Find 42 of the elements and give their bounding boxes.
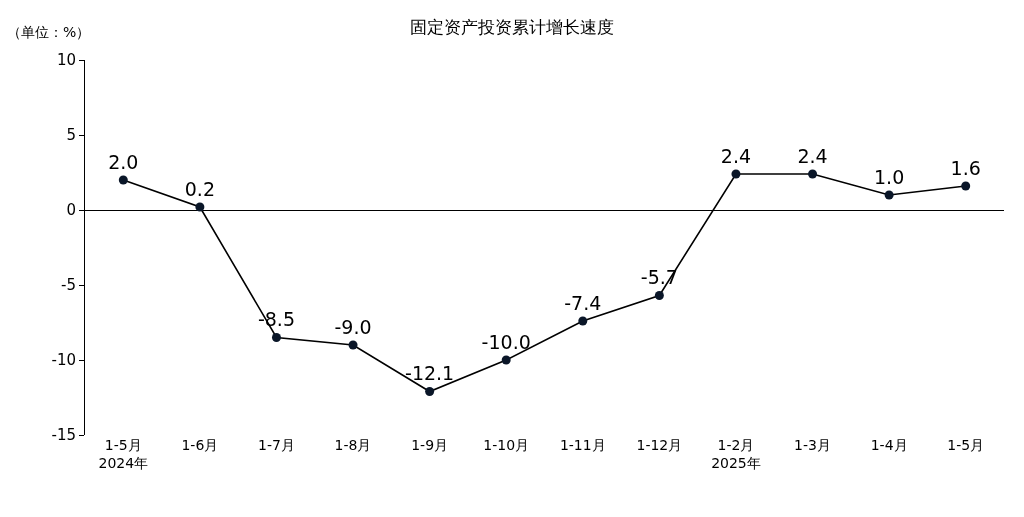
point bbox=[195, 202, 205, 212]
x-tick-label: 1-4月 bbox=[870, 437, 908, 453]
y-tick-label: 0 bbox=[66, 201, 76, 220]
x-tick-label: 1-6月 bbox=[181, 437, 219, 453]
chart-title: 固定资产投资累计增长速度 bbox=[410, 16, 614, 37]
point bbox=[961, 181, 971, 191]
data-label: 2.0 bbox=[108, 150, 139, 173]
x-tick-label: 1-10月 bbox=[483, 437, 530, 453]
point bbox=[425, 387, 435, 396]
point bbox=[118, 175, 128, 185]
point bbox=[578, 316, 588, 326]
point bbox=[348, 340, 358, 350]
point bbox=[271, 333, 281, 342]
y-axis-title: （单位：%） bbox=[7, 24, 91, 40]
y-tick-label: -15 bbox=[51, 426, 76, 445]
data-label: -9.0 bbox=[334, 315, 372, 338]
data-label: -12.1 bbox=[405, 362, 455, 385]
x-tick-label: 1-3月 bbox=[794, 437, 831, 453]
data-label: 2.4 bbox=[720, 144, 752, 167]
point bbox=[731, 169, 741, 179]
point bbox=[654, 291, 664, 300]
x-tick-label: 1-5月 bbox=[947, 437, 985, 453]
x-tick-label: 1-8月 bbox=[334, 437, 372, 453]
data-label: 2.4 bbox=[797, 144, 828, 167]
x-tick-label: 1-7月 bbox=[258, 437, 295, 453]
data-label: 1.0 bbox=[874, 165, 905, 188]
x-tick-label: 1-9月 bbox=[411, 437, 449, 453]
point bbox=[884, 190, 894, 200]
x-tick-label: 1-5月 2024年 bbox=[98, 437, 149, 472]
point bbox=[501, 355, 511, 365]
y-tick-label: 5 bbox=[66, 126, 76, 145]
point bbox=[808, 169, 818, 179]
x-tick-label: 1-12月 bbox=[636, 437, 683, 453]
y-tick-label: -5 bbox=[61, 276, 76, 295]
data-label: 0.2 bbox=[184, 177, 215, 200]
y-tick-label: -10 bbox=[51, 351, 76, 370]
data-label: 1.6 bbox=[950, 156, 981, 179]
y-tick-label: 10 bbox=[56, 51, 76, 70]
x-tick-label: 1-2月 2025年 bbox=[711, 437, 761, 472]
x-tick-label: 1-11月 bbox=[559, 437, 606, 453]
data-label: -10.0 bbox=[481, 330, 531, 353]
data-label: -7.4 bbox=[564, 291, 602, 314]
